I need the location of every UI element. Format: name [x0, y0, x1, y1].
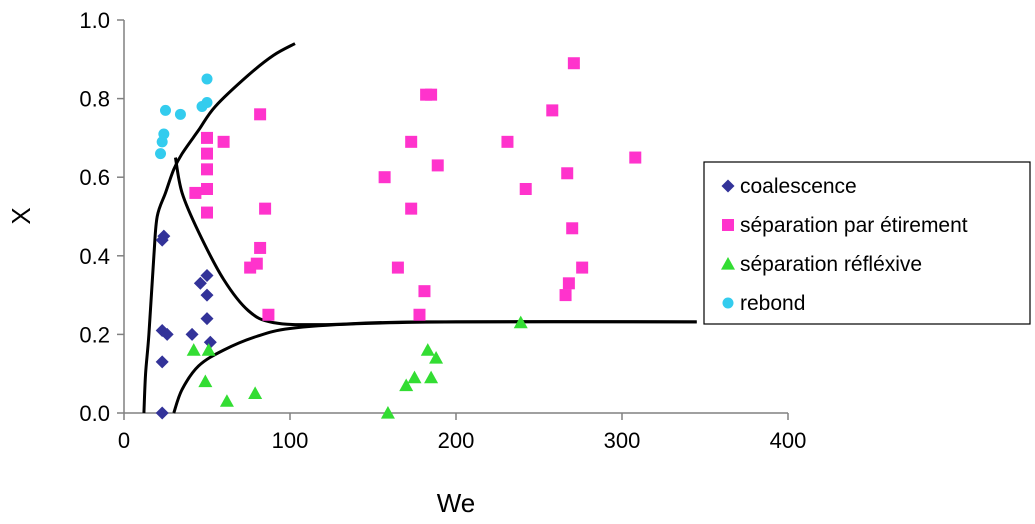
data-point-square	[189, 186, 202, 199]
data-point-square	[576, 261, 589, 274]
data-point-square	[378, 171, 391, 184]
x-tick-label: 100	[272, 428, 309, 453]
data-point-triangle	[186, 343, 201, 356]
data-point-triangle	[424, 370, 439, 384]
data-point-triangle	[407, 370, 422, 384]
data-point-square	[566, 222, 579, 235]
legend: coalescence séparation par étirement sépar…	[703, 161, 1031, 325]
data-point-square	[405, 135, 418, 148]
boundary-curves	[142, 42, 697, 414]
data-point-square	[217, 135, 230, 148]
data-point-circle	[155, 148, 167, 160]
data-point-triangle	[219, 394, 234, 407]
data-point-square	[567, 57, 580, 70]
data-point-triangle	[380, 406, 395, 419]
data-point-triangle	[198, 374, 213, 388]
legend-marker-circle	[722, 297, 734, 309]
data-points	[155, 57, 642, 420]
data-point-triangle	[420, 343, 435, 356]
legend-items: coalescence séparation par étirement sépar…	[721, 175, 968, 315]
data-point-square	[262, 308, 275, 321]
x-tick-label: 0	[118, 428, 130, 453]
data-point-square	[559, 289, 572, 302]
axes: 0 100 200 300 400 0.0 0.2 0.4 0.6 0.8 1.0	[79, 8, 806, 453]
data-point-diamond	[155, 355, 169, 369]
x-tick-label: 400	[770, 428, 807, 453]
legend-marker-diamond	[721, 179, 735, 193]
y-tick-label: 0.6	[79, 165, 110, 190]
data-point-diamond	[185, 327, 199, 341]
data-point-diamond	[160, 327, 174, 341]
data-point-square	[201, 206, 213, 219]
legend-item: coalescence	[721, 175, 857, 198]
data-point-circle	[174, 108, 186, 120]
data-point-square	[561, 167, 574, 180]
legend-label: séparation réfléxive	[740, 253, 922, 276]
data-point-triangle	[513, 315, 528, 329]
x-tick-label: 300	[604, 428, 641, 453]
boundary-coalescence-reflexive	[172, 320, 697, 414]
data-point-circle	[201, 73, 213, 85]
legend-item: séparation réfléxive	[721, 253, 922, 276]
data-point-diamond	[203, 335, 217, 349]
data-point-square	[259, 202, 272, 215]
data-point-square	[546, 104, 559, 117]
y-tick-label: 1.0	[79, 8, 110, 33]
data-point-diamond	[157, 229, 171, 243]
data-point-square	[250, 257, 263, 270]
series-3	[155, 73, 213, 160]
boundary-coalescence-etirement	[173, 157, 697, 327]
data-point-square	[425, 88, 438, 101]
legend-label: séparation par étirement	[740, 214, 968, 237]
data-point-triangle	[248, 386, 263, 399]
y-tick-label: 0.2	[79, 322, 110, 347]
data-point-square	[201, 182, 213, 195]
data-point-circle	[201, 97, 213, 109]
data-point-square	[501, 135, 514, 148]
x-ticks: 0 100 200 300 400	[118, 413, 806, 453]
data-point-square	[431, 159, 444, 172]
data-point-square	[413, 308, 426, 321]
y-tick-label: 0.8	[79, 87, 110, 112]
legend-label: coalescence	[740, 175, 857, 198]
data-point-diamond	[193, 276, 207, 290]
x-axis-label: We	[437, 488, 476, 518]
data-point-square	[418, 285, 431, 298]
y-ticks: 0.0 0.2 0.4 0.6 0.8 1.0	[79, 8, 124, 426]
data-point-diamond	[155, 406, 169, 420]
legend-marker-square	[722, 219, 734, 231]
y-tick-label: 0.4	[79, 244, 110, 269]
y-axis-label: X	[6, 207, 36, 224]
series-2	[186, 315, 528, 419]
legend-label: rebond	[740, 292, 805, 315]
data-point-square	[201, 147, 213, 160]
legend-item: rebond	[722, 292, 805, 315]
data-point-square	[201, 163, 213, 176]
series-1	[189, 57, 642, 321]
x-tick-label: 200	[438, 428, 475, 453]
data-point-triangle	[429, 350, 444, 364]
data-point-triangle	[399, 378, 414, 392]
series-0	[155, 229, 217, 420]
data-point-square	[519, 182, 532, 195]
data-point-diamond	[200, 312, 214, 326]
boundary-coalescence-rebond	[142, 42, 296, 414]
y-tick-label: 0.0	[79, 401, 110, 426]
legend-box	[703, 161, 1031, 325]
data-point-diamond	[200, 288, 214, 302]
data-point-square	[254, 241, 267, 254]
legend-marker-triangle	[721, 257, 735, 270]
data-point-square	[254, 108, 267, 121]
data-point-triangle	[201, 343, 216, 356]
data-point-square	[405, 202, 418, 215]
data-point-circle	[160, 104, 171, 116]
data-point-square	[391, 261, 404, 274]
data-point-diamond	[200, 268, 214, 282]
data-point-square	[629, 151, 642, 164]
data-point-circle	[158, 128, 170, 140]
data-point-square	[562, 277, 575, 290]
legend-item: séparation par étirement	[722, 214, 968, 237]
data-point-square	[201, 131, 213, 144]
